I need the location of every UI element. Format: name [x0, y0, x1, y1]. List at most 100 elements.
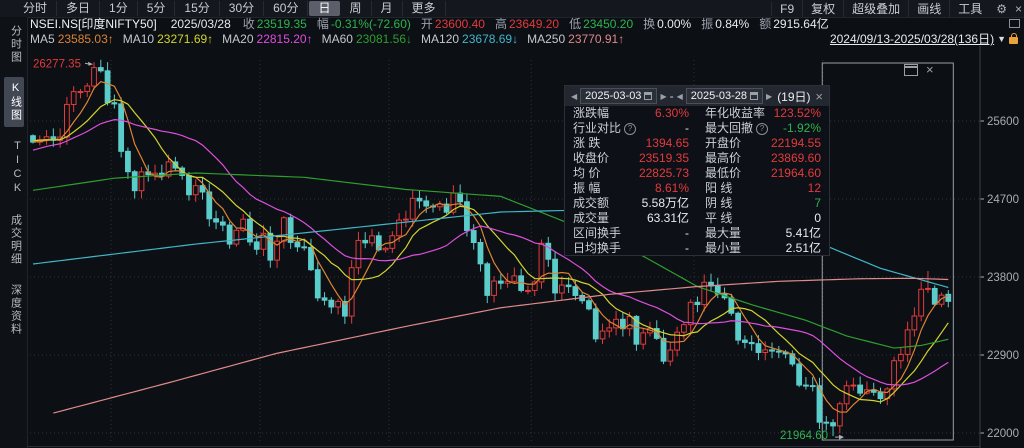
- quote-field-label: 幅: [316, 17, 329, 31]
- tab-1分[interactable]: 1分: [100, 1, 138, 16]
- selection-close-icon[interactable]: ×: [926, 62, 934, 77]
- stats-label: 最低价: [705, 166, 742, 180]
- stats-label: 区间换手: [573, 226, 622, 240]
- symbol-name: NSEI.NS[印度NIFTY50]: [30, 17, 157, 31]
- stats-value: 7: [814, 196, 821, 210]
- sidebar-item-K线图[interactable]: K线图: [3, 77, 24, 127]
- end-date-input[interactable]: 2025-03-28: [685, 88, 764, 104]
- stats-value: 6.30%: [654, 106, 689, 120]
- interval-days: (19日): [777, 89, 811, 104]
- stats-cell-年化收益率: 年化收益率 123.52%: [697, 106, 829, 121]
- stats-row: 成交额 5.58万亿 阴 线 7: [565, 196, 829, 211]
- date-range-selector[interactable]: 2024/09/13-2025/03/28(136日) ▼: [830, 32, 1024, 46]
- menu-item-F9[interactable]: F9: [771, 1, 802, 16]
- sidebar-item-深度资料[interactable]: 深度资料: [9, 284, 22, 336]
- ma250-line: [53, 277, 949, 414]
- ma60-line: [32, 172, 949, 349]
- stats-value: -: [685, 121, 689, 135]
- panel-close-icon[interactable]: ×: [815, 88, 823, 104]
- stats-value: 123.52%: [773, 106, 821, 120]
- stats-cell-行业对比: 行业对比? -: [565, 121, 697, 136]
- y-axis-label: 23800: [987, 272, 1019, 284]
- start-date-input[interactable]: 2025-03-03: [580, 88, 658, 104]
- quote-field-value: -0.31%(-72.60): [330, 17, 411, 31]
- sidebar-item-分时图[interactable]: 分时图: [9, 25, 22, 64]
- tab-多日[interactable]: 多日: [57, 1, 101, 16]
- quote-field-label: 换: [643, 17, 656, 31]
- y-axis-label: 25600: [987, 116, 1019, 128]
- ma-value: 23678.69↓: [462, 32, 519, 46]
- tab-周[interactable]: 周: [341, 1, 372, 16]
- quote-field-value: 0.00%: [657, 17, 692, 31]
- stats-row: 涨跌幅 6.30% 年化收益率 123.52%: [565, 106, 829, 121]
- maximize-icon[interactable]: [904, 64, 918, 76]
- ma-label: MA120: [421, 32, 460, 46]
- next-date-icon[interactable]: ▶: [766, 91, 773, 101]
- quote-field-开: 开 23600.40: [421, 17, 485, 32]
- period-low-label: 21964.60: [780, 430, 828, 442]
- quote-field-label: 振: [701, 17, 714, 31]
- stats-cell-阴 线: 阴 线 7: [697, 196, 829, 211]
- stats-value: 1394.65: [645, 136, 689, 150]
- stats-value: 22825.73: [638, 166, 689, 180]
- date-range-text[interactable]: 2024/09/13-2025/03/28(136日): [829, 32, 995, 46]
- stats-value: 2.51亿: [785, 241, 821, 255]
- quote-info-bar: NSEI.NS[印度NIFTY50] 2025/03/28 收 23519.35 幅…: [30, 17, 1024, 32]
- quote-field-高: 高 23649.20: [495, 17, 559, 32]
- prev-date-icon[interactable]: ◀: [676, 91, 683, 101]
- ma-value: 23770.91↑: [568, 32, 625, 46]
- menu-item-超级叠加[interactable]: 超级叠加: [843, 0, 908, 17]
- prev-date-icon[interactable]: ◀: [571, 91, 578, 101]
- quote-field-value: 23450.20: [583, 17, 634, 31]
- tab-5分[interactable]: 5分: [138, 1, 176, 16]
- stats-row: 涨 跌 1394.65 开盘价 22194.55: [565, 136, 829, 151]
- sidebar-item-TICK[interactable]: TICK: [11, 140, 24, 196]
- tab-日[interactable]: 日: [309, 1, 340, 16]
- ma-value: 23585.03↑: [57, 32, 114, 46]
- tab-分时[interactable]: 分时: [14, 1, 58, 16]
- lock-icon: [1009, 33, 1018, 44]
- calendar-icon[interactable]: [750, 92, 759, 100]
- stats-label: 最大回撤: [705, 121, 754, 135]
- quote-field-收: 收 23519.35: [243, 17, 307, 32]
- stats-row: 区间换手 - 最大量 5.41亿: [565, 226, 829, 241]
- stats-label: 涨 跌: [573, 136, 601, 150]
- chart-type-sidebar: 分时图 K线图 TICK 成交明细深度资料: [0, 17, 28, 448]
- stats-cell-最大量: 最大量 5.41亿: [697, 226, 829, 241]
- gear-icon[interactable]: ⚙: [996, 1, 1007, 16]
- ma-item-MA5: MA5 23585.03↑: [30, 32, 114, 46]
- sidebar-item-成交明细[interactable]: 成交明细: [9, 214, 22, 266]
- tab-更多[interactable]: 更多: [403, 1, 446, 16]
- help-icon[interactable]: ?: [624, 122, 637, 135]
- menu-item-画线[interactable]: 画线: [908, 0, 949, 17]
- menu-item-复权[interactable]: 复权: [802, 0, 843, 17]
- quote-field-value: 23600.40: [434, 17, 485, 31]
- selection-controls: ×: [904, 62, 934, 77]
- tab-15分[interactable]: 15分: [175, 1, 220, 16]
- stats-cell-区间换手: 区间换手 -: [565, 226, 697, 241]
- quote-field-label: 收: [242, 17, 255, 31]
- help-icon[interactable]: ?: [756, 122, 769, 135]
- next-date-icon[interactable]: ▶: [660, 91, 667, 101]
- stats-label: 最大量: [705, 226, 742, 240]
- stats-cell-振 幅: 振 幅 8.61%: [565, 181, 697, 196]
- stats-label: 平 线: [705, 211, 733, 225]
- tab-月[interactable]: 月: [372, 1, 403, 16]
- stats-label: 开盘价: [705, 136, 742, 150]
- candlestick-chart[interactable]: 25600 24700 23800 22900 22000 26277.35 21964.6…: [28, 46, 1024, 448]
- calendar-icon[interactable]: [644, 92, 653, 100]
- stats-cell-最大回撤: 最大回撤? -1.92%: [697, 121, 829, 136]
- stats-cell-最高价: 最高价 23869.60: [697, 151, 829, 166]
- quote-field-value: 23649.20: [509, 17, 560, 31]
- stats-panel-header: ◀ 2025-03-03 ▶ - ◀ 2025-03-28 ▶ (19日) ×: [565, 86, 829, 106]
- ma-value: 23081.56↓: [355, 32, 413, 46]
- mini-window-icon[interactable]: [1005, 17, 1020, 32]
- date-separator: -: [669, 89, 674, 103]
- stats-value: 5.41亿: [785, 226, 821, 240]
- menu-item-工具[interactable]: 工具: [949, 0, 990, 17]
- stats-value: 22194.55: [770, 136, 821, 150]
- close-icon[interactable]: ×: [1014, 1, 1022, 16]
- ma-item-MA10: MA10 23271.69↑: [123, 32, 213, 46]
- tab-60分[interactable]: 60分: [264, 1, 309, 16]
- tab-30分[interactable]: 30分: [220, 1, 265, 16]
